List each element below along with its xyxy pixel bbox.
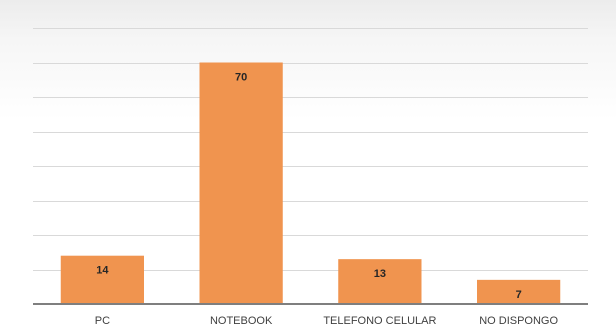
- x-tick-label: NO DISPONGO: [479, 315, 558, 327]
- gridlines: [33, 28, 588, 271]
- data-label: 70: [235, 72, 247, 84]
- bar-no-dispongo: [477, 279, 561, 304]
- data-label: 7: [516, 289, 522, 301]
- x-tick-label: TELEFONO CELULAR: [323, 315, 436, 327]
- x-tick-label: PC: [95, 315, 110, 327]
- bar-telefono-celular: [338, 259, 422, 304]
- data-label: 13: [374, 268, 386, 280]
- x-axis-tick-labels: PC NOTEBOOK TELEFONO CELULAR NO DISPONGO: [95, 315, 559, 327]
- bars: [60, 62, 561, 304]
- data-label: 14: [96, 265, 109, 277]
- bar-notebook: [199, 62, 283, 304]
- bar-pc: [60, 255, 144, 304]
- data-labels: 14 70 13 7: [96, 72, 521, 301]
- x-tick-label: NOTEBOOK: [210, 315, 273, 327]
